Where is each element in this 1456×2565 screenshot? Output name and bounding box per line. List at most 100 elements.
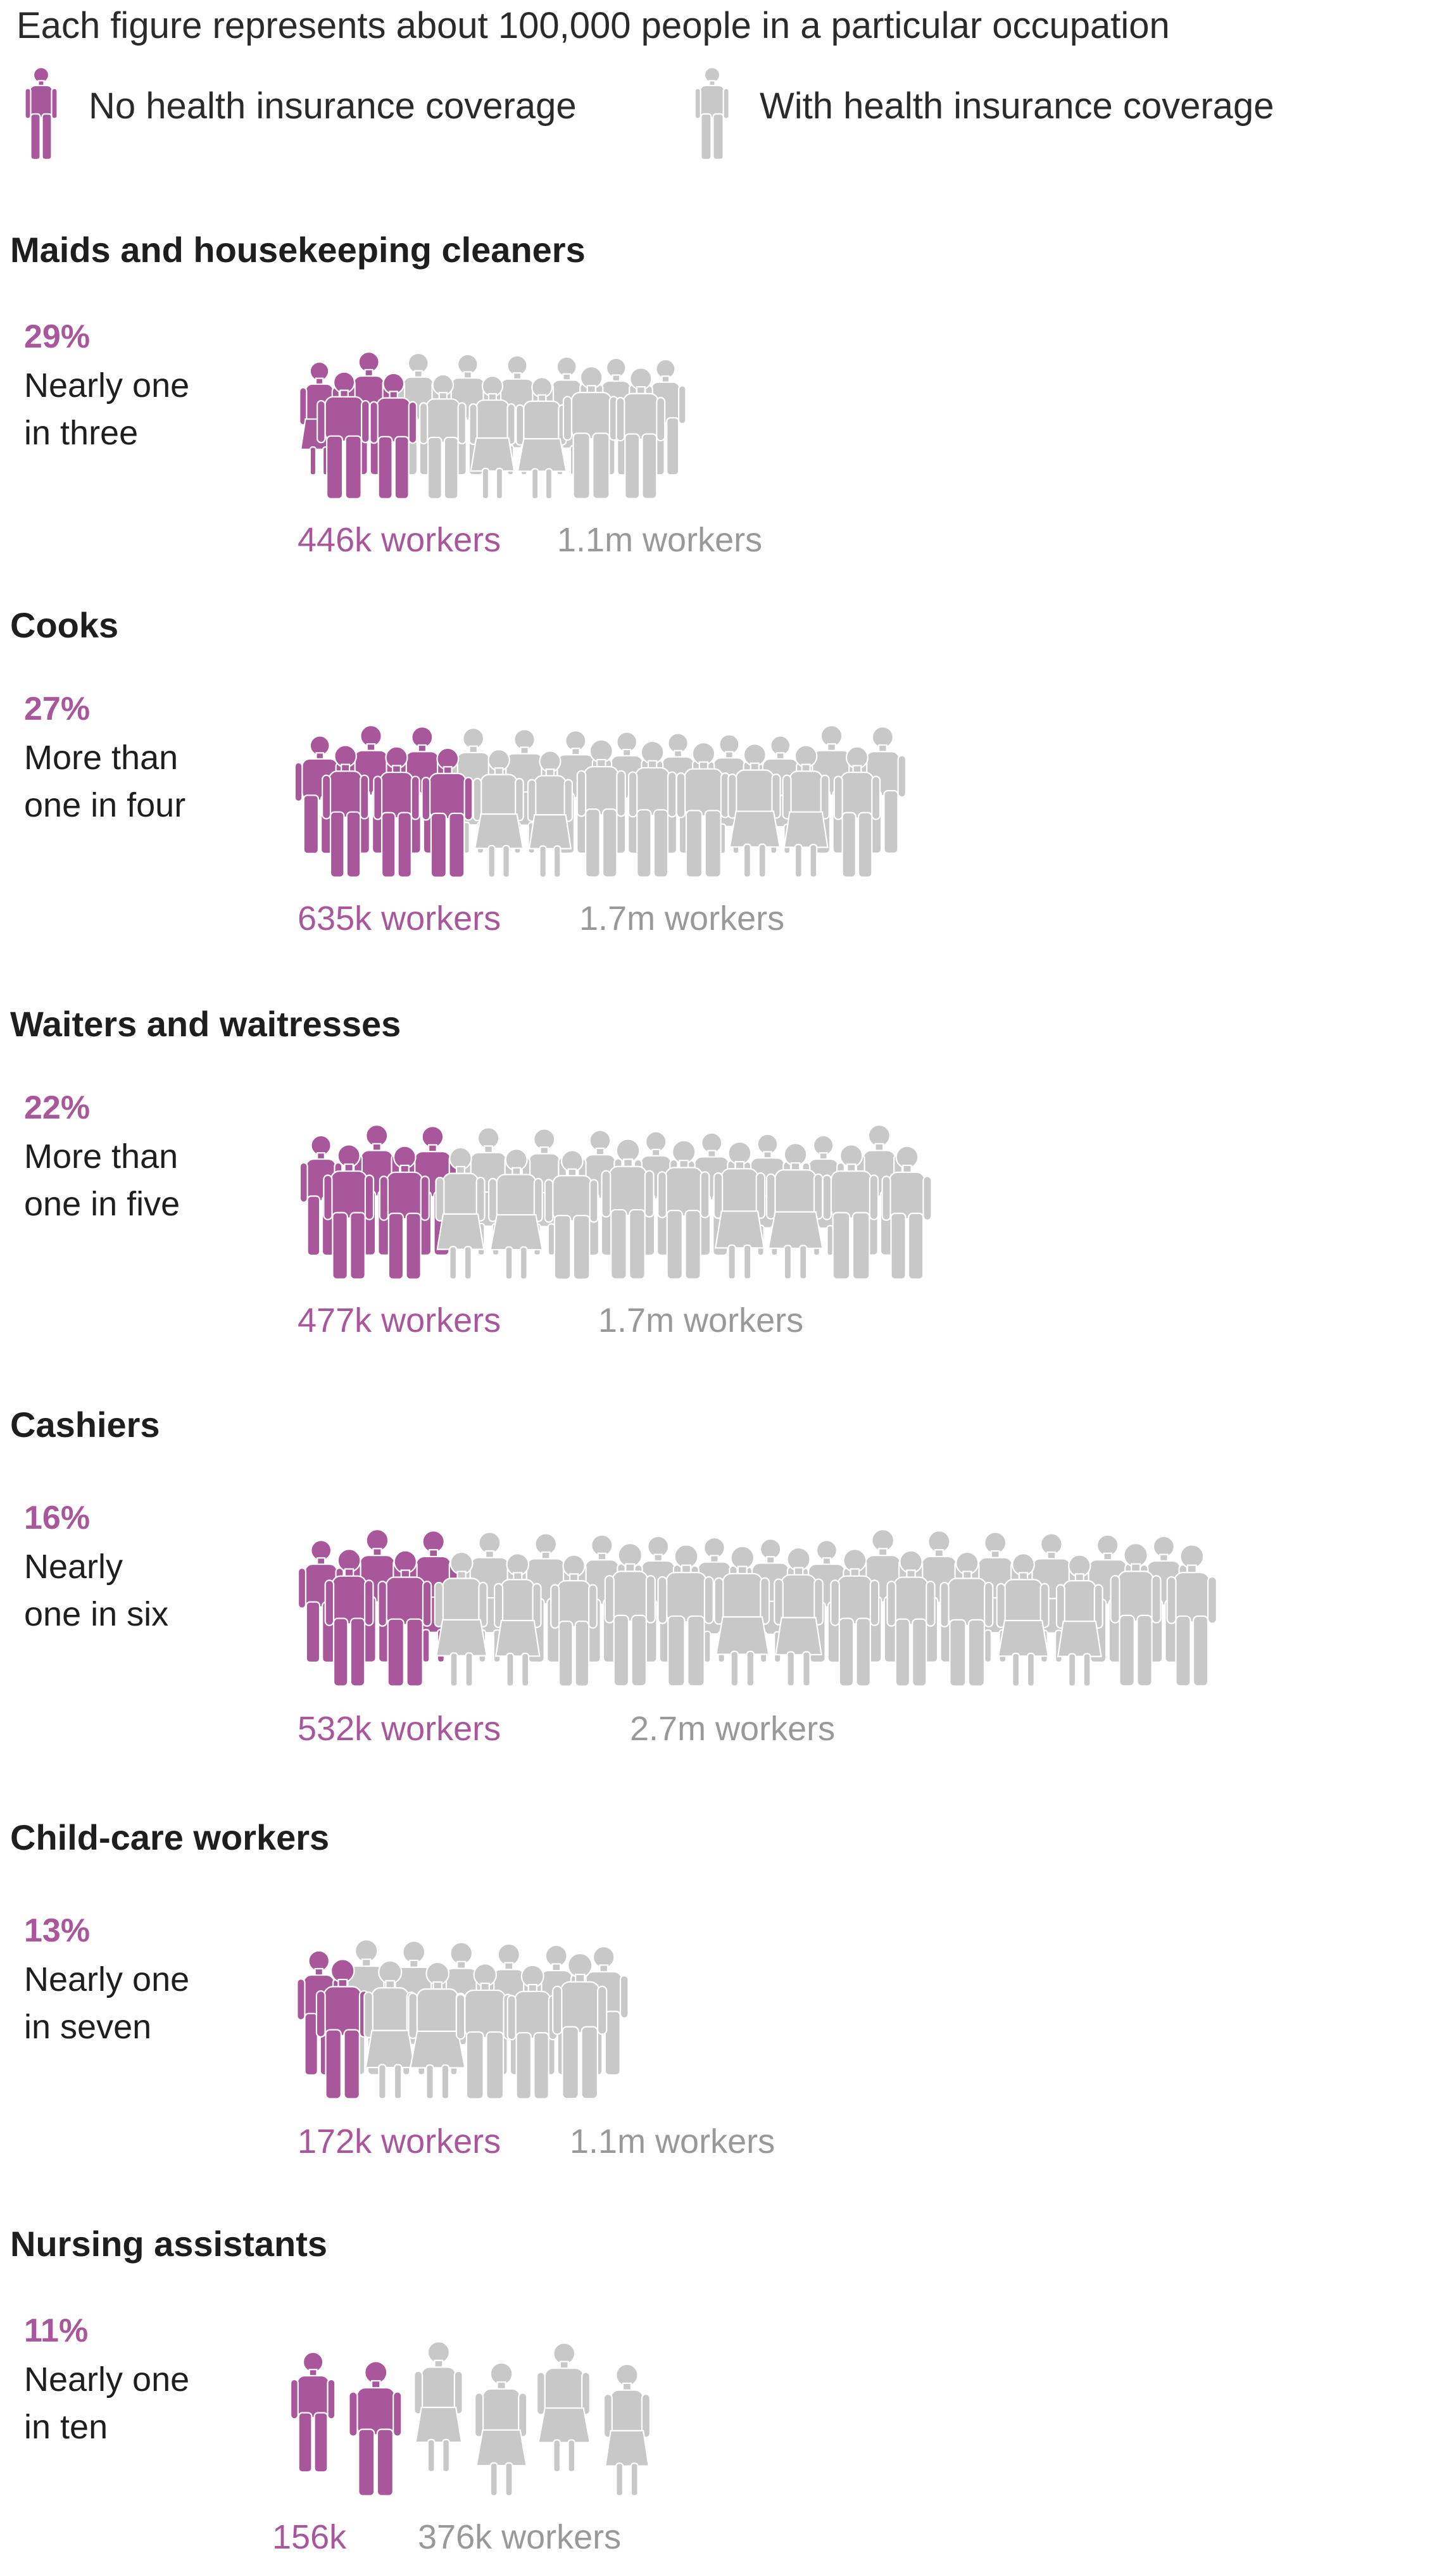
- insured-count: 1.1m workers: [570, 2123, 775, 2160]
- insured-person-figure: [1166, 1544, 1217, 1687]
- crowd-figures: [296, 1939, 629, 2100]
- legend-with-coverage: With health insurance coverage: [684, 63, 1380, 165]
- uninsured-person-figure: [369, 372, 418, 500]
- uninsured-person-figure: [421, 747, 474, 878]
- crowd-figures: [299, 351, 687, 500]
- insured-person-figure: [603, 2363, 651, 2497]
- occupation-title: Nursing assistants: [10, 2224, 328, 2264]
- description: Nearly one in seven: [24, 1956, 290, 2051]
- uninsured-person-figure: [323, 1144, 375, 1280]
- uninsured-person-figure: [324, 1548, 374, 1687]
- uninsured-count: 156k: [272, 2518, 347, 2556]
- uninsured-person-figure: [317, 371, 370, 499]
- occupation-cooks: Cooks 27% More than one in four 635k wor…: [0, 605, 1456, 959]
- insured-person-figure: [536, 2342, 591, 2473]
- insured-person-figure: [472, 749, 524, 878]
- insured-person-figure: [782, 744, 830, 878]
- insured-person-figure: [881, 1145, 932, 1280]
- legend-no-coverage-label: No health insurance coverage: [89, 85, 577, 127]
- insured-person-figure: [822, 1144, 879, 1280]
- insured-person-figure: [713, 1545, 770, 1687]
- insured-count: 1.1m workers: [557, 521, 763, 559]
- description-line: one in six: [24, 1595, 169, 1633]
- occupation-childcare: Child-care workers 13% Nearly one in sev…: [0, 1817, 1456, 2171]
- insured-person-figure: [1110, 1543, 1162, 1687]
- insured-person-icon: [694, 66, 730, 161]
- insured-person-figure: [506, 1964, 558, 2100]
- occupation-title: Waiters and waitresses: [10, 1004, 401, 1044]
- chart-intro: Each figure represents about 100,000 peo…: [16, 5, 1170, 46]
- percent-label: 11%: [24, 2312, 89, 2349]
- insured-person-figure: [604, 1543, 656, 1687]
- description-line: Nearly: [24, 1548, 123, 1586]
- insured-person-figure: [615, 367, 666, 499]
- insured-person-figure: [562, 366, 618, 499]
- insured-person-figure: [727, 743, 781, 878]
- uninsured-person-figure: [373, 746, 420, 878]
- insured-person-figure: [675, 741, 731, 878]
- insured-person-figure: [627, 740, 677, 878]
- percent-label: 13%: [24, 1912, 91, 1949]
- occupation-title: Cashiers: [10, 1405, 160, 1445]
- description-line: in seven: [24, 2008, 152, 2046]
- legend-with-coverage-label: With health insurance coverage: [760, 85, 1274, 127]
- description-line: More than: [24, 739, 179, 777]
- description: Nearly one in six: [24, 1543, 290, 1638]
- percent-label: 27%: [24, 691, 91, 727]
- percent-label: 22%: [24, 1089, 91, 1126]
- insured-person-figure: [576, 739, 626, 878]
- crowd-figures: [299, 1124, 932, 1280]
- description-line: in three: [24, 414, 139, 452]
- uninsured-count: 477k workers: [298, 1301, 501, 1339]
- insured-person-figure: [601, 1138, 655, 1280]
- insured-count: 1.7m workers: [579, 900, 785, 938]
- uninsured-count: 172k workers: [298, 2123, 501, 2160]
- uninsured-person-figure: [290, 2351, 336, 2473]
- occupation-cashiers: Cashiers 16% Nearly one in six 532k work…: [0, 1404, 1456, 1771]
- insured-person-figure: [468, 375, 516, 500]
- insured-person-figure: [487, 1148, 544, 1280]
- insured-person-figure: [413, 2341, 463, 2473]
- insured-person-figure: [527, 750, 574, 878]
- insured-count: 376k workers: [418, 2518, 622, 2556]
- occupation-nursing: Nursing assistants 11% Nearly one in ten…: [0, 2223, 1456, 2565]
- percent-label: 29%: [24, 318, 91, 355]
- description-line: one in four: [24, 786, 186, 824]
- insured-person-figure: [886, 1550, 936, 1687]
- insured-person-figure: [435, 1146, 486, 1280]
- insured-person-figure: [550, 1554, 598, 1687]
- insured-count: 2.7m workers: [630, 1710, 836, 1748]
- uninsured-person-figure: [377, 1550, 432, 1687]
- insured-person-figure: [939, 1551, 994, 1687]
- description-line: Nearly one: [24, 367, 190, 405]
- description: Nearly one in three: [24, 362, 290, 457]
- insured-person-figure: [774, 1546, 824, 1687]
- description: Nearly one in ten: [24, 2356, 290, 2451]
- uninsured-count: 446k workers: [298, 521, 501, 559]
- description-line: Nearly one: [24, 1960, 190, 1998]
- description-line: Nearly one: [24, 2361, 190, 2399]
- crowd-figures: [290, 2341, 651, 2497]
- description-line: More than: [24, 1138, 179, 1176]
- insured-person-figure: [474, 2362, 528, 2497]
- crowd-figures: [297, 1529, 1217, 1687]
- occupation-title: Cooks: [10, 605, 119, 645]
- insured-person-figure: [657, 1544, 714, 1687]
- insured-person-figure: [1055, 1554, 1103, 1687]
- uninsured-count: 532k workers: [298, 1710, 501, 1748]
- occupation-title: Child-care workers: [10, 1817, 330, 1857]
- percent-label: 16%: [24, 1500, 91, 1536]
- description-line: in ten: [24, 2408, 108, 2446]
- insured-person-figure: [830, 1548, 880, 1687]
- insured-person-figure: [996, 1553, 1050, 1687]
- insured-count: 1.7m workers: [598, 1301, 804, 1339]
- insured-person-figure: [766, 1143, 824, 1280]
- insured-person-figure: [552, 1952, 608, 2100]
- uninsured-person-figure: [379, 1145, 430, 1280]
- occupation-waiters: Waiters and waitresses 22% More than one…: [0, 1003, 1456, 1358]
- insured-person-figure: [544, 1150, 599, 1280]
- uninsured-person-figure: [348, 2361, 403, 2497]
- description: More than one in five: [24, 1133, 290, 1228]
- uninsured-person-icon: [24, 66, 58, 161]
- occupation-title: Maids and housekeeping cleaners: [10, 230, 586, 270]
